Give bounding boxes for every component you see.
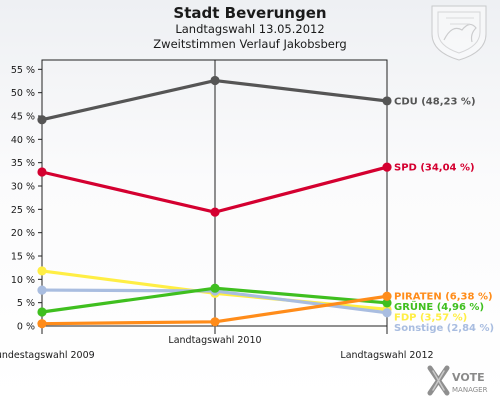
x-tick-label: Bundestagswahl 2009 xyxy=(0,350,95,361)
y-tick-label: 40 % xyxy=(11,135,35,146)
data-point xyxy=(382,308,392,318)
chart-title: Stadt Beverungen xyxy=(173,4,326,22)
y-tick-label: 5 % xyxy=(17,298,35,309)
data-point xyxy=(210,317,220,327)
y-tick-label: 55 % xyxy=(11,65,35,76)
data-point xyxy=(37,266,47,276)
data-point xyxy=(37,307,47,317)
series-end-label: FDP (3,57 %) xyxy=(394,313,467,324)
y-tick-label: 0 % xyxy=(17,322,35,333)
votemanager-logo: VOTE MANAGER xyxy=(427,365,488,396)
data-point xyxy=(382,162,392,172)
x-tick-label: Landtagswahl 2012 xyxy=(340,350,433,361)
series-piraten xyxy=(37,291,392,329)
x-mark-icon xyxy=(427,365,450,396)
data-point xyxy=(37,115,47,125)
data-point xyxy=(37,167,47,177)
y-tick-label: 30 % xyxy=(11,182,35,193)
y-tick-label: 35 % xyxy=(11,158,35,169)
chart-subtitle-district: Zweitstimmen Verlauf Jakobsberg xyxy=(153,37,346,51)
data-point xyxy=(210,283,220,293)
data-point xyxy=(382,291,392,301)
data-point xyxy=(382,298,392,308)
chart-subtitle-election: Landtagswahl 13.05.2012 xyxy=(175,22,324,36)
y-tick-label: 25 % xyxy=(11,205,35,216)
series-end-label: GRÜNE (4,96 %) xyxy=(394,299,484,313)
y-tick-label: 50 % xyxy=(11,88,35,99)
data-point xyxy=(37,285,47,295)
coat-of-arms-icon xyxy=(431,5,487,61)
series-end-labels: CDU (48,23 %) SPD (34,04 %) PIRATEN (6,38 … xyxy=(394,96,494,334)
x-axis: Bundestagswahl 2009 Landtagswahl 2010 Land… xyxy=(0,60,434,361)
series-end-label: PIRATEN (6,38 %) xyxy=(394,292,493,303)
series-end-label: CDU (48,23 %) xyxy=(394,96,476,107)
series-group xyxy=(37,75,392,329)
series-grüne xyxy=(37,283,392,317)
series-cdu xyxy=(37,75,392,125)
logo-text-vote: VOTE xyxy=(452,371,485,384)
y-tick-label: 15 % xyxy=(11,252,35,263)
x-tick-label: Landtagswahl 2010 xyxy=(168,335,261,346)
data-point xyxy=(382,96,392,106)
plot-area: 0 % 5 % 10 % 15 % 20 % 25 % 30 % 35 % 40 % 45 % 50… xyxy=(0,59,494,361)
series-spd xyxy=(37,162,392,217)
y-axis: 0 % 5 % 10 % 15 % 20 % 25 % 30 % 35 % 40 % 45 % 50… xyxy=(11,65,42,333)
data-point xyxy=(210,207,220,217)
y-tick-label: 45 % xyxy=(11,112,35,123)
series-end-label: SPD (34,04 %) xyxy=(394,163,475,174)
series-end-label: Sonstige (2,84 %) xyxy=(394,323,494,334)
logo-text-manager: MANAGER xyxy=(452,386,488,394)
y-tick-label: 20 % xyxy=(11,228,35,239)
data-point xyxy=(37,319,47,329)
data-point xyxy=(210,75,220,86)
y-tick-label: 10 % xyxy=(11,275,35,286)
